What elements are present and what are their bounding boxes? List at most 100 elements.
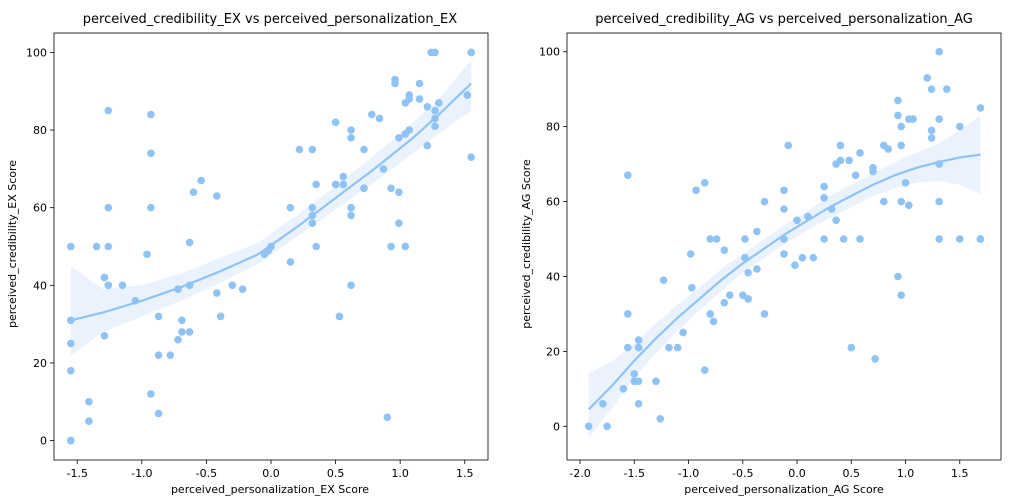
trend-line [587,153,981,411]
chart-ag: perceived_credibility_AG vs perceived_pe… [520,12,1002,496]
data-point [85,398,93,406]
data-point [339,172,348,181]
data-point [845,156,853,165]
data-point [701,366,709,374]
data-point [820,182,828,191]
data-point [435,99,443,107]
data-point [897,122,905,131]
data-point [143,250,151,259]
x-tick-label: -1.0 [678,467,699,480]
data-point [467,153,476,161]
data-point [387,242,395,251]
data-point [634,377,643,386]
data-point [836,141,845,150]
data-point [871,355,879,363]
data-point [935,47,943,56]
data-point [339,180,348,189]
data-point [726,291,734,300]
data-point [147,390,155,398]
data-point [415,79,424,88]
data-point [686,250,695,258]
data-point [665,343,673,352]
data-point [347,281,355,290]
data-point [395,188,403,196]
data-point [744,268,752,277]
data-point [368,110,376,119]
y-tick-label: 0 [553,420,560,433]
x-tick-label: 0.5 [843,467,861,480]
data-point [798,253,807,262]
x-axis-label: perceived_personalization_AG Score [684,483,884,496]
data-point [67,436,75,445]
data-point [741,235,749,243]
data-point [688,283,696,292]
data-point [851,171,860,180]
data-point [880,197,888,206]
data-point [379,165,388,173]
data-point [753,265,761,273]
data-point [100,273,109,282]
data-point [701,179,709,187]
data-point [423,141,432,150]
data-point [308,203,317,212]
data-point [331,180,340,189]
data-point [956,235,964,243]
data-point [839,235,848,243]
data-point [753,227,761,236]
data-point [347,211,355,220]
data-point [375,114,384,123]
data-point [956,122,964,131]
data-point [809,253,818,262]
x-tick-label: 1.0 [391,467,409,480]
data-point [286,258,295,266]
data-point [832,216,840,225]
data-point [927,134,936,142]
data-point [894,96,902,105]
data-point [897,141,905,150]
data-point [118,281,127,290]
y-tick-label: 20 [33,357,47,370]
data-point [901,179,910,187]
data-point [712,235,721,243]
trend-line [70,82,472,322]
data-point [104,281,113,290]
data-point [780,186,788,195]
data-point [415,95,424,103]
data-point [312,242,321,251]
data-point [673,343,682,352]
data-point [780,205,788,213]
data-point [905,201,913,210]
data-point [927,126,936,135]
data-point [228,281,237,290]
data-point [216,312,225,321]
data-point [856,149,864,157]
data-point [706,310,714,318]
data-point [166,351,175,360]
y-tick-label: 60 [33,202,47,215]
confidence-band [70,60,472,356]
data-point [760,310,769,318]
data-point [935,197,943,206]
data-point [104,106,113,115]
data-point [836,156,845,165]
data-point [909,115,917,123]
data-point [104,242,113,251]
plot-area [584,47,985,438]
data-point [634,343,643,352]
data-point [467,48,476,57]
chart-title: perceived_credibility_EX vs perceived_pe… [83,12,457,27]
data-point [634,400,643,408]
data-point [720,246,729,254]
data-point [739,291,747,300]
x-tick-label: 1.5 [456,467,474,480]
data-point [619,385,628,393]
data-point [308,219,317,227]
data-point [423,103,432,111]
data-point [67,366,75,375]
data-point [927,85,936,93]
y-tick-label: 80 [546,121,560,134]
data-point [238,285,247,294]
data-point [92,242,101,251]
data-point [178,316,186,325]
